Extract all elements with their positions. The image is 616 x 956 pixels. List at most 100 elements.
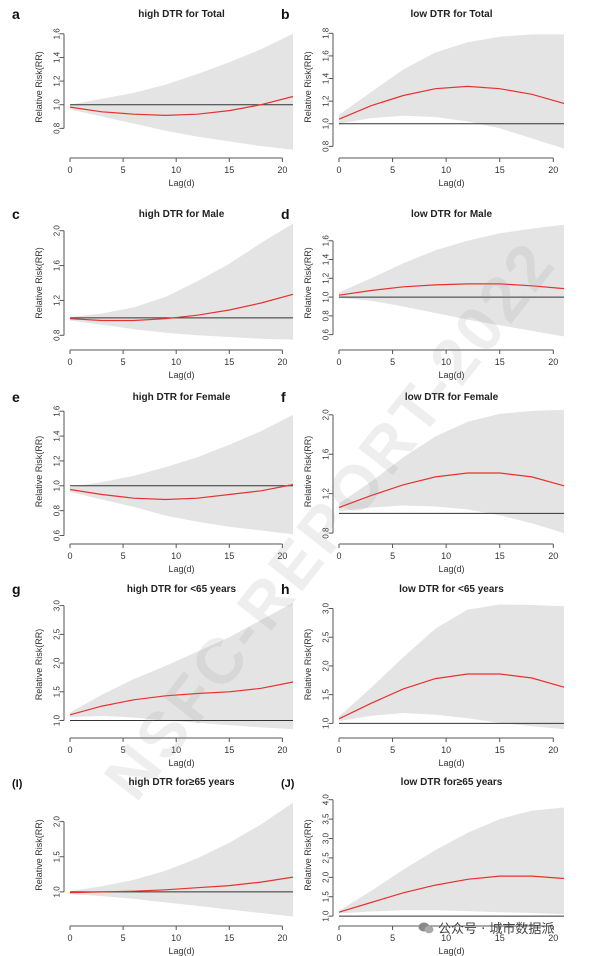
chart-8-x-axis-label: Lag(d) [168, 946, 194, 956]
chart-1-y-tick-label: 1.8 [322, 27, 331, 39]
chart-3-x-axis-label: Lag(d) [438, 370, 464, 380]
chart-2-x-tick-label: 10 [171, 357, 181, 367]
chart-2-panel-label: c [12, 206, 20, 222]
chart-9-y-tick-label: 1.0 [322, 910, 331, 922]
chart-3-x-tick-label: 5 [390, 357, 395, 367]
chart-1-x-tick-label: 5 [390, 165, 395, 175]
chart-8-x-tick-label: 5 [121, 933, 126, 943]
chart-9-confidence-band [339, 807, 564, 915]
chart-9-x-tick-label: 5 [390, 933, 395, 943]
chart-5-x-tick-label: 15 [495, 551, 505, 561]
chart-1-panel-label: b [281, 6, 290, 22]
chart-9-y-tick-label: 1.5 [322, 891, 331, 903]
chart-5-x-tick-label: 10 [441, 551, 451, 561]
chart-6-y-axis-label: Relative Risk(RR) [34, 629, 44, 701]
chart-4-y-tick-label: 1.6 [53, 405, 62, 417]
chart-0-x-tick-label: 20 [277, 165, 287, 175]
chart-4-y-tick-label: 1.4 [53, 430, 62, 442]
chart-3-y-tick-label: 1.2 [322, 272, 331, 284]
chart-3-panel-label: d [281, 206, 290, 222]
chart-0-x-tick-label: 15 [224, 165, 234, 175]
chart-6-y-tick-label: 2.5 [53, 628, 62, 640]
chart-2-x-tick-label: 15 [224, 357, 234, 367]
chart-6-y-tick-label: 1.5 [53, 686, 62, 698]
chart-0-y-tick-label: 1.4 [53, 51, 62, 63]
chart-5-x-tick-label: 0 [336, 551, 341, 561]
chart-9-x-tick-label: 20 [548, 933, 558, 943]
chart-3-x-tick-label: 15 [495, 357, 505, 367]
chart-6-title: high DTR for <65 years [127, 584, 237, 595]
chart-4-panel-label: e [12, 389, 20, 405]
chart-8-x-tick-label: 20 [277, 933, 287, 943]
chart-7-panel-label: h [281, 581, 290, 597]
chart-8-rr-line [69, 876, 294, 894]
chart-4-y-tick-label: 0.6 [53, 529, 62, 541]
chart-1-y-tick-label: 0.8 [322, 140, 331, 152]
chart-6-y-tick-label: 3.0 [53, 600, 62, 612]
chart-7-y-tick-label: 2.0 [322, 660, 331, 672]
chart-7-x-tick-label: 15 [495, 745, 505, 755]
chart-7-y-axis-label: Relative Risk(RR) [303, 629, 313, 701]
chart-7-y-tick-label: 1.0 [322, 717, 331, 729]
chart-6-x-tick-label: 15 [224, 745, 234, 755]
chart-2-title: high DTR for Male [139, 209, 225, 220]
chart-1-x-axis-label: Lag(d) [438, 178, 464, 188]
chart-6-y-tick-label: 1.0 [53, 714, 62, 726]
chart-2-y-tick-label: 1.2 [53, 294, 62, 306]
chart-2-x-tick-label: 5 [121, 357, 126, 367]
chart-0-y-tick-label: 1.6 [53, 28, 62, 40]
chart-7-y-tick-label: 3.0 [322, 602, 331, 614]
chart-6-x-tick-label: 10 [171, 745, 181, 755]
chart-0-x-axis-label: Lag(d) [168, 178, 194, 188]
chart-6-rr-line [69, 681, 294, 716]
chart-5-y-tick-label: 1.6 [322, 448, 331, 460]
chart-9-x-tick-label: 15 [495, 933, 505, 943]
chart-7-x-axis-label: Lag(d) [438, 758, 464, 768]
chart-5-y-tick-label: 0.8 [322, 527, 331, 539]
footer-source-text: 公众号 · 城市数据派 [438, 922, 555, 937]
chart-2-y-tick-label: 1.6 [53, 259, 62, 271]
chart-5-rr-line [338, 472, 565, 509]
chart-7-title: low DTR for <65 years [399, 584, 504, 595]
chart-2-y-axis-label: Relative Risk(RR) [34, 247, 44, 319]
chart-8-x-tick-label: 0 [67, 933, 72, 943]
chart-2-x-tick-label: 20 [277, 357, 287, 367]
chart-6-y-tick-label: 2.0 [53, 657, 62, 669]
chart-1-x-tick-label: 15 [495, 165, 505, 175]
chart-3-x-tick-label: 20 [548, 357, 558, 367]
chart-4-y-tick-label: 1.0 [53, 480, 62, 492]
chart-3-y-tick-label: 0.6 [322, 329, 331, 341]
chart-9-x-tick-label: 0 [336, 933, 341, 943]
chart-1-y-tick-label: 1.0 [322, 118, 331, 130]
chart-2-y-tick-label: 2.0 [53, 225, 62, 237]
chart-1-y-axis-label: Relative Risk(RR) [303, 51, 313, 123]
chart-8-y-axis-label: Relative Risk(RR) [34, 819, 44, 891]
chart-6-x-tick-label: 5 [121, 745, 126, 755]
chart-3-y-axis-label: Relative Risk(RR) [303, 247, 313, 319]
chart-4-y-axis-label: Relative Risk(RR) [34, 436, 44, 508]
chart-7-x-tick-label: 20 [548, 745, 558, 755]
chart-9-y-axis-label: Relative Risk(RR) [303, 819, 313, 891]
chart-7-y-tick-label: 1.5 [322, 689, 331, 701]
chart-7-confidence-band [339, 604, 564, 730]
chart-9-rr-line [338, 875, 565, 913]
chart-6-panel-label: g [12, 581, 21, 597]
chart-5-x-tick-label: 5 [390, 551, 395, 561]
chart-0-title: high DTR for Total [138, 9, 225, 20]
chart-0-y-tick-label: 1.0 [53, 99, 62, 111]
chart-9-x-axis-label: Lag(d) [438, 946, 464, 956]
chart-8-title: high DTR for≥65 years [128, 777, 235, 788]
chart-6-x-tick-label: 20 [277, 745, 287, 755]
chart-3-y-tick-label: 1.6 [322, 235, 331, 247]
chart-3-y-tick-label: 0.8 [322, 310, 331, 322]
chart-7-rr-line [338, 673, 565, 720]
chart-9-x-tick-label: 10 [441, 933, 451, 943]
chart-7-x-tick-label: 10 [441, 745, 451, 755]
chart-1-y-tick-label: 1.6 [322, 50, 331, 62]
chart-3-x-tick-label: 0 [336, 357, 341, 367]
chart-4-rr-line [69, 484, 294, 501]
chart-4-x-tick-label: 5 [121, 551, 126, 561]
chart-1-x-tick-label: 20 [548, 165, 558, 175]
chart-1-x-tick-label: 10 [441, 165, 451, 175]
chart-8-x-tick-label: 10 [171, 933, 181, 943]
